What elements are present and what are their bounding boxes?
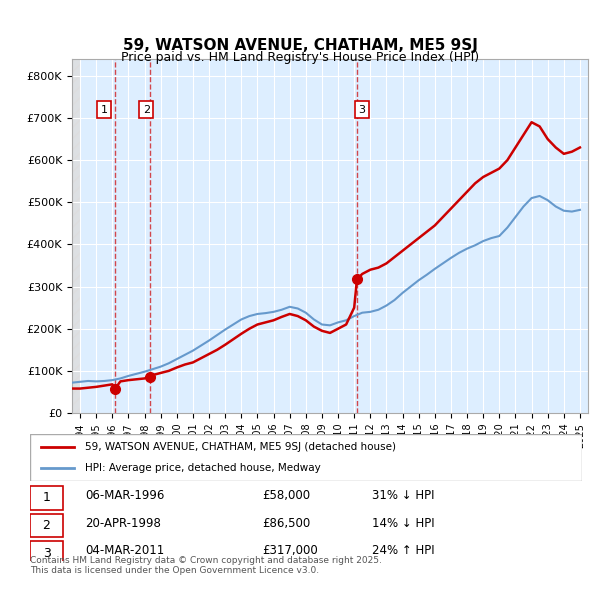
Text: 2: 2 <box>143 104 150 114</box>
Text: HPI: Average price, detached house, Medway: HPI: Average price, detached house, Medw… <box>85 463 321 473</box>
Text: £58,000: £58,000 <box>262 489 310 502</box>
Text: 04-MAR-2011: 04-MAR-2011 <box>85 545 164 558</box>
Text: 14% ↓ HPI: 14% ↓ HPI <box>372 517 435 530</box>
Text: 3: 3 <box>358 104 365 114</box>
FancyBboxPatch shape <box>30 513 63 537</box>
Text: 2: 2 <box>43 519 50 532</box>
Text: 06-MAR-1996: 06-MAR-1996 <box>85 489 164 502</box>
Text: £86,500: £86,500 <box>262 517 310 530</box>
Text: 31% ↓ HPI: 31% ↓ HPI <box>372 489 435 502</box>
Text: 20-APR-1998: 20-APR-1998 <box>85 517 161 530</box>
Text: 3: 3 <box>43 547 50 560</box>
Text: 59, WATSON AVENUE, CHATHAM, ME5 9SJ: 59, WATSON AVENUE, CHATHAM, ME5 9SJ <box>122 38 478 53</box>
Text: £317,000: £317,000 <box>262 545 317 558</box>
FancyBboxPatch shape <box>30 542 63 565</box>
Text: 24% ↑ HPI: 24% ↑ HPI <box>372 545 435 558</box>
FancyBboxPatch shape <box>30 486 63 510</box>
Text: 59, WATSON AVENUE, CHATHAM, ME5 9SJ (detached house): 59, WATSON AVENUE, CHATHAM, ME5 9SJ (det… <box>85 442 396 452</box>
Text: Contains HM Land Registry data © Crown copyright and database right 2025.
This d: Contains HM Land Registry data © Crown c… <box>30 556 382 575</box>
Text: 1: 1 <box>100 104 107 114</box>
Text: 1: 1 <box>43 491 50 504</box>
Text: Price paid vs. HM Land Registry's House Price Index (HPI): Price paid vs. HM Land Registry's House … <box>121 51 479 64</box>
FancyBboxPatch shape <box>30 434 582 481</box>
Bar <box>72 59 80 413</box>
